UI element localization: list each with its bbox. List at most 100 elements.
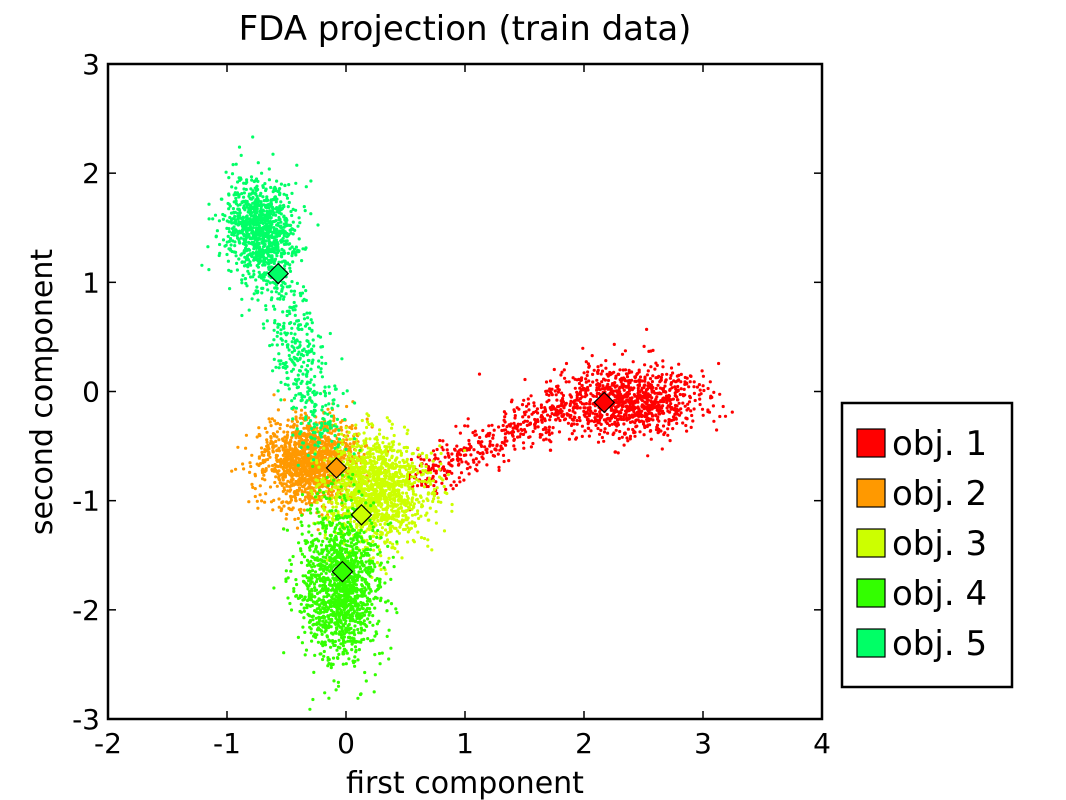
data-point xyxy=(438,444,442,448)
data-point xyxy=(334,688,338,692)
data-point xyxy=(327,696,331,700)
data-point xyxy=(623,431,627,435)
data-point xyxy=(346,639,350,643)
data-point xyxy=(322,503,326,507)
data-point xyxy=(643,405,647,409)
data-point xyxy=(347,454,351,458)
data-point xyxy=(709,394,713,398)
data-point xyxy=(595,378,599,382)
data-point xyxy=(304,426,309,430)
data-point xyxy=(674,416,678,420)
data-point xyxy=(438,438,442,443)
data-point xyxy=(600,413,604,418)
data-point xyxy=(568,403,572,408)
data-point xyxy=(575,422,579,426)
data-point xyxy=(293,440,297,444)
data-point xyxy=(584,411,588,416)
data-point xyxy=(383,459,387,463)
data-point xyxy=(256,506,260,510)
data-point xyxy=(345,483,349,487)
data-point xyxy=(587,434,592,438)
data-point xyxy=(365,412,369,416)
data-point xyxy=(296,516,300,521)
data-point xyxy=(293,455,297,459)
data-point xyxy=(371,423,375,427)
data-point xyxy=(328,457,332,461)
data-point xyxy=(583,429,587,433)
data-point xyxy=(512,444,516,448)
data-point xyxy=(644,388,649,392)
data-point xyxy=(275,449,279,453)
data-point xyxy=(374,516,379,520)
data-point xyxy=(398,520,402,524)
data-point xyxy=(434,471,438,475)
data-point xyxy=(730,410,734,414)
data-point xyxy=(302,431,306,435)
data-point xyxy=(625,436,629,440)
data-point xyxy=(671,371,675,375)
data-point xyxy=(274,475,278,479)
data-point xyxy=(654,361,658,365)
data-point xyxy=(498,448,502,452)
data-point xyxy=(659,375,664,379)
data-point xyxy=(391,545,395,550)
data-point xyxy=(490,423,494,427)
data-point xyxy=(344,473,348,477)
data-point xyxy=(282,504,286,508)
data-point xyxy=(599,428,603,432)
data-point xyxy=(503,415,507,419)
data-point xyxy=(396,479,400,483)
data-point xyxy=(402,425,407,429)
data-point xyxy=(359,525,363,529)
data-point xyxy=(394,526,398,531)
data-point xyxy=(274,439,278,443)
data-point xyxy=(329,645,333,649)
data-point xyxy=(398,470,402,474)
data-point xyxy=(456,450,460,454)
data-point xyxy=(289,460,293,464)
data-point xyxy=(431,474,435,479)
data-point xyxy=(390,454,394,458)
data-point xyxy=(559,373,563,377)
data-point xyxy=(586,426,590,430)
data-point xyxy=(301,450,305,454)
data-point xyxy=(463,424,467,428)
data-point xyxy=(677,401,681,405)
data-point xyxy=(620,400,625,404)
data-point xyxy=(554,409,558,413)
data-point xyxy=(273,419,277,423)
data-point xyxy=(315,501,319,505)
data-point xyxy=(511,430,516,434)
data-point xyxy=(660,411,664,415)
data-point xyxy=(712,390,716,394)
data-point xyxy=(423,469,427,473)
data-point xyxy=(538,435,542,439)
data-point xyxy=(655,423,660,427)
data-point xyxy=(244,446,248,450)
data-point xyxy=(302,426,306,430)
data-point xyxy=(277,446,281,450)
data-point xyxy=(605,372,609,376)
data-point xyxy=(544,389,548,393)
data-point xyxy=(259,446,264,450)
data-point xyxy=(422,458,426,462)
data-point xyxy=(552,413,557,417)
data-point xyxy=(617,398,621,403)
data-point xyxy=(431,479,435,483)
data-point xyxy=(708,380,712,384)
data-point xyxy=(384,469,388,473)
data-point xyxy=(420,483,424,487)
data-point xyxy=(574,436,579,440)
data-point xyxy=(485,447,489,451)
data-point xyxy=(619,380,623,384)
data-point xyxy=(589,429,593,433)
data-point xyxy=(628,434,633,438)
data-point xyxy=(303,466,307,470)
data-point xyxy=(357,477,361,481)
data-point xyxy=(358,565,362,569)
data-point xyxy=(645,424,649,429)
data-point xyxy=(426,518,430,522)
data-point xyxy=(297,478,301,482)
data-point xyxy=(679,387,683,391)
data-point xyxy=(294,578,298,582)
